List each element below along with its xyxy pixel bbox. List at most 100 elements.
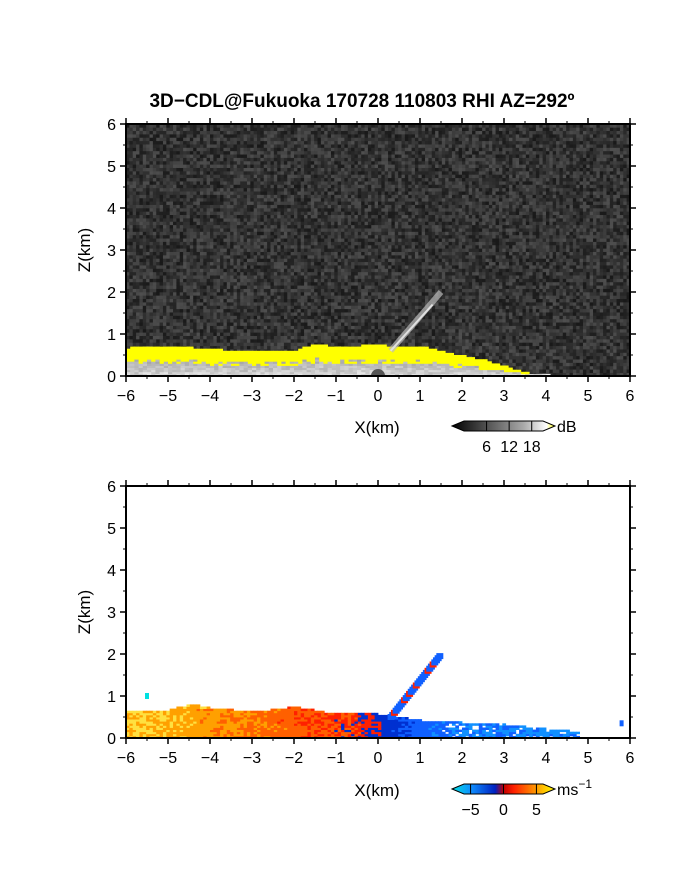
snr-noise-cell [297,312,302,316]
snr-noise-cell [236,275,241,279]
snr-noise-cell [320,140,325,145]
snr-noise-cell [253,339,258,343]
snr-noise-cell [347,335,352,340]
snr-noise-cell [139,238,144,242]
snr-noise-cell [179,124,184,128]
snr-noise-cell [159,154,164,158]
snr-noise-cell [314,322,318,326]
snr-noise-cell [159,305,164,310]
snr-noise-cell [260,308,265,313]
snr-noise-cell [277,332,281,336]
snr-noise-cell [142,194,147,199]
snr-noise-cell [243,201,248,205]
snr-noise-cell [186,302,191,306]
snr-noise-cell [283,187,288,192]
snr-noise-cell [193,167,197,172]
snr-noise-cell [230,124,234,128]
snr-noise-cell [203,201,207,205]
snr-noise-cell [314,164,318,168]
snr-noise-cell [253,335,258,340]
snr-noise-cell [129,339,134,343]
snr-noise-cell [146,332,150,336]
snr-noise-cell [203,271,207,276]
snr-noise-cell [136,130,140,135]
snr-noise-cell [210,305,214,310]
snr-noise-cell [270,134,275,138]
snr-noise-cell [273,328,278,333]
snr-noise-cell [297,144,302,148]
snr-noise-cell [246,238,251,242]
snr-noise-cell [233,167,238,172]
snr-noise-cell [246,218,251,222]
snr-noise-cell [213,157,218,162]
snr-noise-cell [210,167,214,172]
snr-noise-cell [324,335,328,340]
snr-noise-cell [294,265,298,269]
snr-noise-cell [257,292,261,296]
snr-noise-cell [166,211,170,216]
snr-noise-cell [283,251,288,256]
snr-noise-cell [166,318,170,323]
snr-noise-cell [304,295,308,300]
snr-noise-cell [206,218,211,222]
snr-noise-cell [183,248,187,252]
snr-noise-cell [257,231,261,236]
snr-noise-cell [152,328,157,333]
snr-noise-cell [152,312,157,316]
snr-noise-cell [297,191,302,195]
snr-noise-cell [257,258,261,263]
snr-noise-cell [186,308,191,313]
snr-noise-cell [203,285,207,289]
snr-noise-cell [341,271,345,276]
snr-noise-cell [310,261,315,266]
snr-noise-cell [162,332,167,336]
snr-noise-cell [173,285,177,289]
snr-noise-cell [243,184,248,189]
snr-noise-cell [213,191,218,195]
snr-noise-cell [159,318,164,323]
snr-noise-cell [240,342,244,347]
snr-noise-cell [236,268,241,273]
snr-noise-cell [226,144,231,148]
snr-noise-cell [189,238,194,242]
snr-noise-cell [226,271,231,276]
snr-noise-cell [324,221,328,226]
snr-noise-cell [344,332,349,336]
snr-noise-cell [166,302,170,306]
snr-noise-cell [260,197,265,202]
snr-noise-cell [324,187,328,192]
figure-title: 3D−CDL@Fukuoka 170728 110803 RHI AZ=292º [149,91,574,112]
snr-noise-cell [320,134,325,138]
snr-noise-cell [210,248,214,252]
snr-noise-cell [129,318,134,323]
snr-noise-cell [189,147,194,152]
snr-noise-cell [230,251,234,256]
snr-noise-cell [320,208,325,212]
snr-noise-cell [183,241,187,246]
snr-noise-cell [136,278,140,283]
snr-noise-cell [216,154,221,158]
snr-noise-cell [334,275,338,279]
snr-noise-cell [260,191,265,195]
snr-noise-cell [156,308,160,313]
snr-noise-cell [277,171,281,175]
snr-noise-cell [310,308,315,313]
snr-noise-cell [337,181,342,185]
snr-noise-cell [199,292,204,296]
snr-noise-cell [253,244,258,249]
snr-noise-cell [230,305,234,310]
snr-noise-cell [273,218,278,222]
snr-noise-cell [213,261,218,266]
snr-noise-cell [344,177,349,182]
snr-noise-cell [317,271,322,276]
snr-noise-cell [189,302,194,306]
snr-noise-cell [236,221,241,226]
snr-noise-cell [196,197,201,202]
snr-noise-cell [314,218,318,222]
snr-noise-cell [220,302,224,306]
snr-noise-cell [344,261,349,266]
snr-noise-cell [216,197,221,202]
snr-noise-cell [139,144,144,148]
snr-noise-cell [294,204,298,209]
snr-noise-cell [267,318,271,323]
